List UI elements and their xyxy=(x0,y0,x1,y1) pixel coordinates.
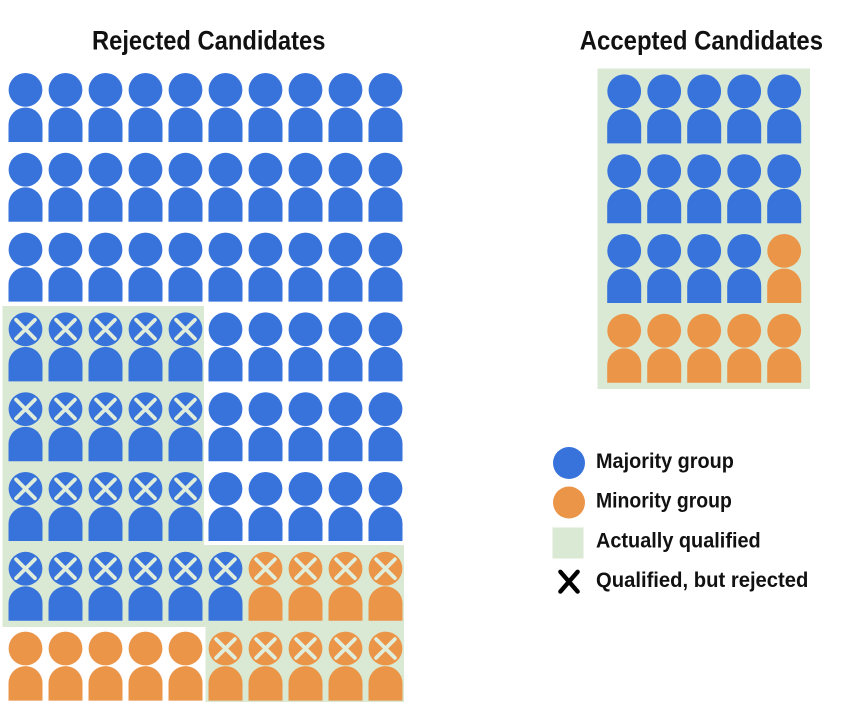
svg-text:Rejected Candidates: Rejected Candidates xyxy=(92,26,325,56)
svg-text:Actually qualified: Actually qualified xyxy=(596,529,761,552)
svg-text:Qualified, but rejected: Qualified, but rejected xyxy=(596,569,808,592)
svg-text:Accepted Candidates: Accepted Candidates xyxy=(580,26,823,56)
svg-text:Minority group: Minority group xyxy=(596,490,732,513)
svg-text:Majority group: Majority group xyxy=(596,450,734,473)
